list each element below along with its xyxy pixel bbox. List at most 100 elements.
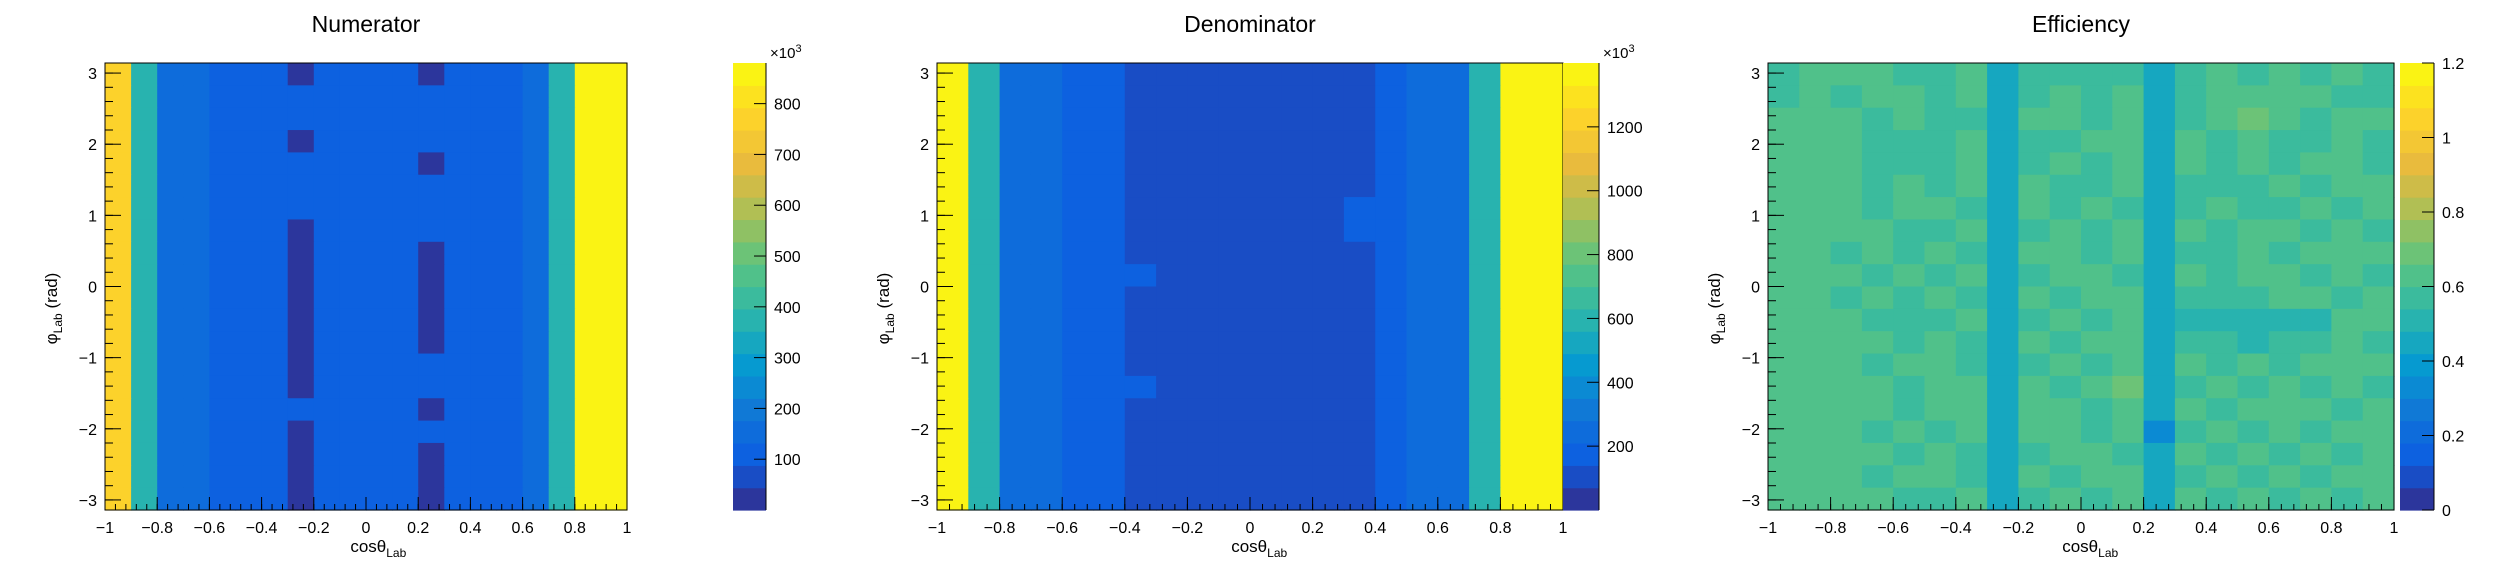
heatmap-cell — [574, 219, 602, 243]
heatmap-cell — [1343, 487, 1376, 511]
heatmap-cell — [2143, 152, 2176, 176]
heatmap-cell — [366, 442, 393, 466]
heatmap-cell — [1531, 465, 1564, 489]
heatmap-cell — [105, 174, 132, 198]
heatmap-cell — [2143, 487, 2176, 511]
heatmap-cell — [105, 63, 132, 86]
heatmap-cell — [2300, 219, 2332, 243]
heatmap-cell — [1343, 353, 1376, 377]
y-tick-label: 1 — [88, 208, 97, 225]
heatmap-cell — [2143, 130, 2176, 153]
heatmap-cell — [1124, 420, 1157, 444]
heatmap-cell — [287, 130, 315, 153]
heatmap-cell — [937, 331, 969, 355]
heatmap-cell — [131, 375, 158, 399]
heatmap-cell — [1500, 331, 1533, 355]
heatmap-cell — [1924, 375, 1957, 399]
heatmap-cell — [105, 152, 132, 176]
heatmap-cell — [287, 174, 315, 198]
heatmap-cell — [1343, 107, 1376, 131]
heatmap-cell — [1924, 264, 1957, 288]
x-tick-label: 0 — [2077, 520, 2086, 537]
heatmap-cell — [1187, 487, 1220, 511]
heatmap-cell — [2237, 219, 2270, 243]
heatmap-cell — [2362, 130, 2395, 153]
heatmap-cell — [1375, 308, 1408, 332]
heatmap-cell — [1437, 398, 1470, 422]
heatmap-cell — [444, 264, 471, 288]
heatmap-cell — [2331, 286, 2364, 310]
color-scale-band — [1563, 63, 1599, 86]
heatmap-cell — [968, 420, 1001, 444]
heatmap-cell — [313, 331, 341, 355]
color-scale-band — [1563, 398, 1599, 422]
heatmap-cell — [1375, 286, 1408, 310]
heatmap-cell — [2300, 420, 2332, 444]
color-scale-band — [733, 264, 766, 288]
heatmap-cell — [2018, 264, 2051, 288]
heatmap-cell — [968, 85, 1001, 109]
heatmap-cell — [1406, 353, 1439, 377]
heatmap-cell — [418, 219, 445, 243]
heatmap-cell — [2362, 174, 2395, 198]
heatmap-cell — [1124, 398, 1157, 422]
heatmap-cell — [1375, 63, 1408, 86]
heatmap-cell — [1187, 353, 1220, 377]
heatmap-cell — [2112, 107, 2145, 131]
heatmap-cell — [1124, 85, 1157, 109]
heatmap-cell — [1030, 219, 1063, 243]
heatmap-cell — [1062, 465, 1095, 489]
heatmap-cell — [1955, 219, 1988, 243]
heatmap-cell — [2206, 174, 2239, 198]
heatmap-cell — [418, 375, 445, 399]
heatmap-cell — [1987, 152, 2019, 176]
heatmap-cell — [2268, 85, 2301, 109]
color-scale-band — [2400, 353, 2434, 377]
heatmap-cell — [1861, 398, 1894, 422]
heatmap-cell — [1893, 420, 1926, 444]
heatmap-cell — [2331, 63, 2364, 86]
heatmap-cell — [522, 353, 550, 377]
heatmap-cell — [2018, 219, 2051, 243]
heatmap-cell — [1187, 130, 1220, 153]
heatmap-cell — [1124, 465, 1157, 489]
heatmap-cell — [1406, 487, 1439, 511]
heatmap-cell — [1500, 130, 1533, 153]
heatmap-cell — [1469, 219, 1501, 243]
heatmap-cell — [968, 219, 1001, 243]
color-scale-band — [2400, 241, 2434, 265]
heatmap-cell — [2268, 420, 2301, 444]
heatmap-cell — [1924, 465, 1957, 489]
heatmap-cell — [1281, 197, 1314, 221]
heatmap-cell — [600, 398, 628, 422]
heatmap-cell — [1093, 487, 1126, 511]
heatmap-cell — [574, 420, 602, 444]
heatmap-cell — [1281, 487, 1314, 511]
heatmap-cell — [1312, 487, 1345, 511]
heatmap-cell — [1062, 353, 1095, 377]
heatmap-cell — [1218, 465, 1251, 489]
heatmap-cell — [2300, 353, 2332, 377]
heatmap-cell — [183, 331, 210, 355]
heatmap-cell — [261, 219, 289, 243]
color-scale-tick-label: 600 — [774, 198, 801, 215]
y-tick-label: −2 — [79, 422, 97, 439]
heatmap-cell — [1893, 487, 1926, 511]
heatmap-cell — [1955, 465, 1988, 489]
heatmap-cell — [2112, 398, 2145, 422]
heatmap-cell — [131, 197, 158, 221]
heatmap-cell — [968, 353, 1001, 377]
heatmap-cell — [1281, 264, 1314, 288]
heatmap-cell — [2268, 308, 2301, 332]
heatmap-cell — [418, 107, 445, 131]
heatmap-cell — [1375, 152, 1408, 176]
heatmap-cell — [313, 420, 341, 444]
heatmap-cell — [1062, 219, 1095, 243]
heatmap-cell — [157, 219, 184, 243]
heatmap-cell — [937, 286, 969, 310]
heatmap-cell — [1955, 487, 1988, 511]
heatmap-cell — [1893, 286, 1926, 310]
heatmap-cell — [1218, 264, 1251, 288]
heatmap-cell — [968, 197, 1001, 221]
heatmap-cell — [2018, 353, 2051, 377]
